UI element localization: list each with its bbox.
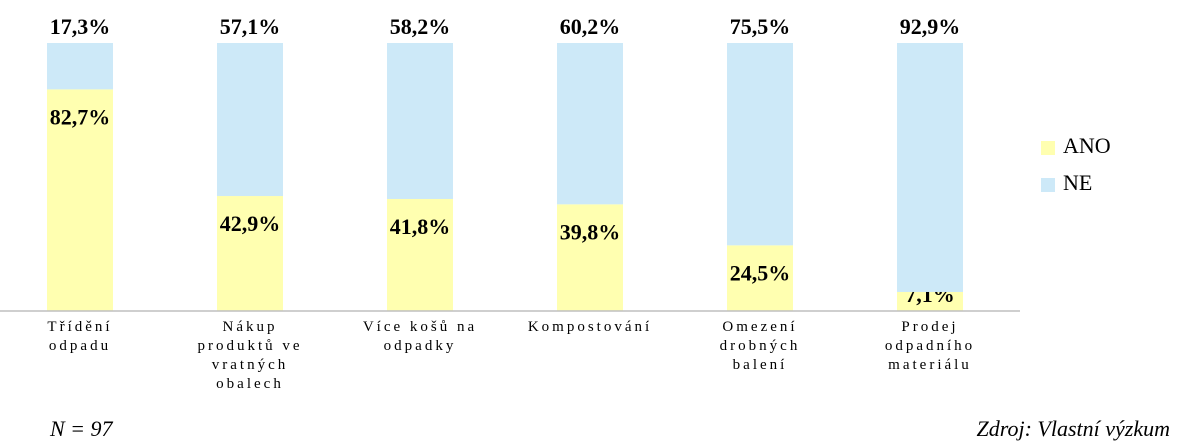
value-label: 60,2% [560,14,621,39]
category-label: Nákup produktů ve vratných obalech [197,319,303,392]
value-label: 58,2% [390,14,451,39]
value-label: 17,3% [50,14,111,39]
category-label: Prodej odpadního materiálu [884,319,976,373]
bar-segment [387,43,453,199]
category-label: Omezení drobných balení [719,319,801,373]
bar-segment [557,204,623,311]
source: Zdroj: Vlastní výzkum [976,416,1171,441]
bar-segment [727,245,793,311]
category-label: Třídění odpadu [47,319,113,354]
value-label: 41,8% [390,214,451,239]
value-label: 42,9% [220,211,281,236]
category-label: Kompostování [527,319,653,335]
value-label: 39,8% [560,219,621,244]
legend-swatch [1041,141,1055,155]
value-label: 75,5% [730,14,791,39]
bar-segment [897,43,963,292]
bar-segment [217,43,283,197]
bar-segment [557,43,623,205]
legend-label: NE [1063,170,1092,195]
sample-size: N = 97 [50,416,113,441]
category-label: Více košů na odpadky [362,319,478,354]
value-label: 57,1% [220,14,281,39]
value-label: 92,9% [900,14,961,39]
bar-segment [217,196,283,311]
value-label: 82,7% [50,104,111,129]
legend-label: ANO [1063,133,1111,158]
bar-segment [387,198,453,311]
bar-segment [47,43,113,90]
value-label: 24,5% [730,260,791,285]
legend-swatch [1041,178,1055,192]
bar-segment [47,89,113,311]
bar-segment [727,43,793,246]
bar-segment [897,291,963,311]
